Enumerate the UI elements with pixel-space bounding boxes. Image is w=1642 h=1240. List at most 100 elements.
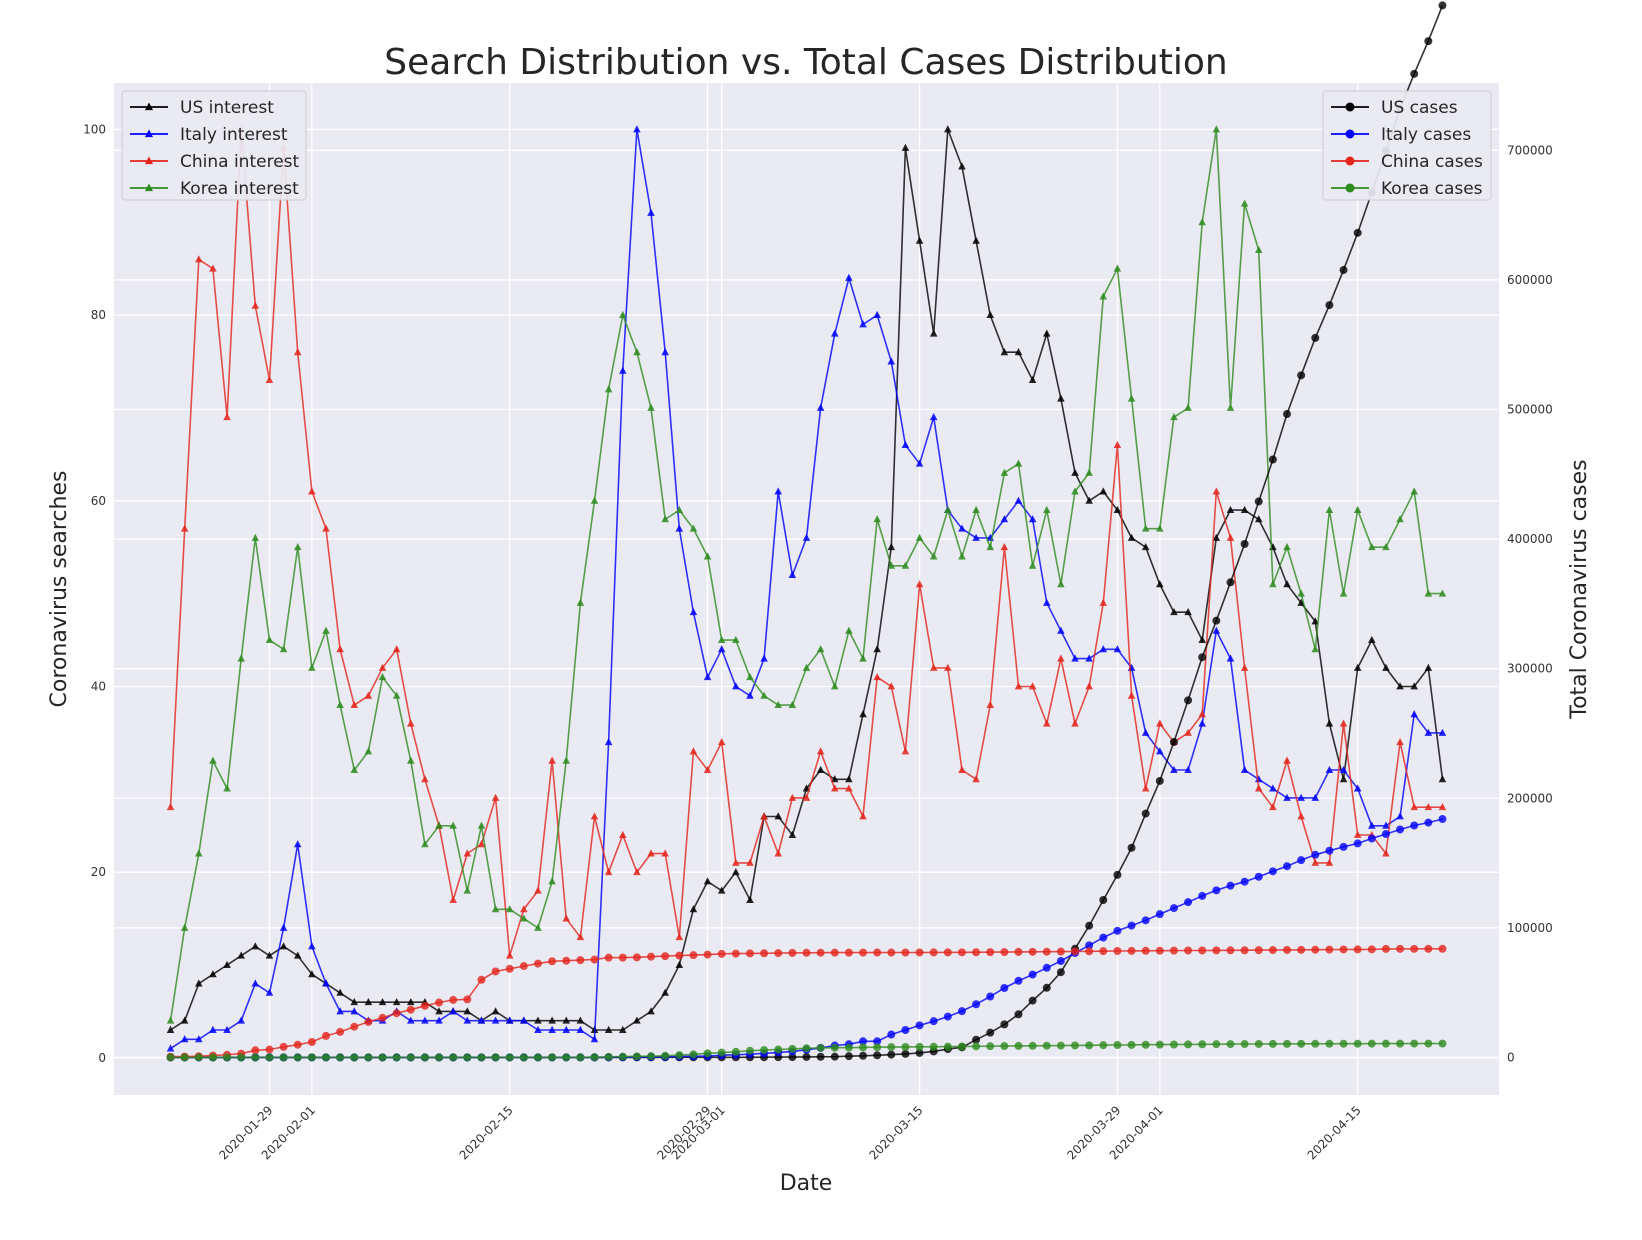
korea-cases-point xyxy=(1226,1040,1235,1049)
korea-cases-point xyxy=(364,1053,373,1062)
legend-item-us-cases: US cases xyxy=(1331,98,1458,118)
italy-interest-point xyxy=(703,673,712,681)
us-cases-point xyxy=(1000,1020,1009,1029)
china-interest-point xyxy=(322,524,330,532)
us-interest-point xyxy=(392,997,401,1006)
china-interest-point xyxy=(703,765,712,773)
korea-cases-point xyxy=(943,1042,952,1051)
china-cases-point xyxy=(279,1042,288,1051)
us-interest-point xyxy=(1325,719,1334,727)
us-interest-point xyxy=(166,1025,175,1033)
korea-interest-point xyxy=(1410,487,1418,495)
italy-interest-point xyxy=(1240,765,1249,773)
korea-interest-point xyxy=(322,626,330,634)
us-interest-point xyxy=(251,942,260,950)
korea-interest-point xyxy=(1339,589,1348,597)
china-cases-point xyxy=(378,1013,387,1022)
italy-interest-point xyxy=(237,1016,245,1024)
china-cases-point xyxy=(689,951,698,960)
us-interest-point xyxy=(1000,348,1009,356)
korea-cases-point xyxy=(491,1053,500,1062)
korea-cases-point xyxy=(576,1053,585,1062)
italy-interest-point xyxy=(1028,515,1037,523)
italy-interest-point xyxy=(1226,654,1235,662)
china-cases-point xyxy=(562,956,571,965)
korea-interest-point xyxy=(788,700,797,708)
italy-interest-point xyxy=(1198,719,1206,727)
korea-interest-point xyxy=(195,849,203,857)
china-interest-point xyxy=(1099,598,1108,606)
korea-interest-point xyxy=(364,747,373,755)
korea-cases-point xyxy=(632,1052,641,1061)
china-cases-point xyxy=(1198,946,1207,955)
us-interest-point xyxy=(1353,663,1362,671)
china-cases-point xyxy=(647,952,656,961)
us-interest-point xyxy=(180,1016,189,1024)
korea-interest-point xyxy=(392,691,401,699)
korea-interest-point xyxy=(336,700,344,708)
china-interest-point xyxy=(1071,719,1079,727)
korea-cases-point xyxy=(816,1043,825,1052)
italy-cases-point xyxy=(901,1026,910,1035)
italy-cases-point xyxy=(1268,867,1277,876)
us-cases-point xyxy=(1268,455,1277,464)
china-cases-point xyxy=(632,953,641,962)
italy-interest-point xyxy=(1170,765,1178,773)
china-interest-point xyxy=(1127,691,1136,699)
italy-cases-point xyxy=(1184,898,1193,907)
korea-interest-point xyxy=(830,682,839,690)
china-cases-point xyxy=(576,956,585,965)
korea-interest-point xyxy=(1283,543,1291,551)
italy-interest-point xyxy=(915,459,924,467)
italy-cases-point xyxy=(1113,926,1122,935)
korea-interest-point xyxy=(1198,218,1206,226)
italy-interest-point xyxy=(534,1025,542,1033)
korea-interest-point xyxy=(802,663,811,671)
us-interest-point xyxy=(1113,505,1122,514)
korea-interest-point xyxy=(944,505,952,514)
china-interest-point xyxy=(1410,802,1418,811)
china-interest-point xyxy=(1297,812,1305,820)
italy-interest-point xyxy=(760,654,768,662)
china-cases-point xyxy=(1141,946,1150,955)
korea-interest-point xyxy=(1000,468,1009,476)
us-interest-point xyxy=(675,960,684,968)
korea-interest-point xyxy=(618,310,627,319)
korea-interest-point xyxy=(562,756,571,764)
korea-cases-point xyxy=(336,1053,345,1062)
italy-interest-point xyxy=(166,1044,175,1052)
china-interest-point xyxy=(647,849,655,857)
us-cases-point xyxy=(1226,578,1235,587)
korea-interest-point xyxy=(901,561,910,569)
us-interest-point xyxy=(633,1016,641,1024)
korea-interest-point xyxy=(1396,515,1404,523)
china-interest-point xyxy=(1438,802,1447,811)
italy-cases-point xyxy=(1297,856,1306,865)
korea-cases-point xyxy=(1198,1040,1207,1049)
italy-interest-point xyxy=(1353,784,1362,792)
korea-cases-point xyxy=(1099,1041,1108,1050)
korea-cases-point xyxy=(1396,1039,1405,1048)
us-interest-point xyxy=(689,905,698,913)
italy-interest-point xyxy=(1254,775,1263,783)
us-cases-point xyxy=(802,1052,811,1061)
china-cases-point xyxy=(590,955,599,964)
korea-cases-point xyxy=(1424,1039,1433,1048)
korea-interest-point xyxy=(1226,403,1235,411)
china-cases-point xyxy=(802,948,811,957)
china-cases-point xyxy=(915,948,924,957)
korea-cases-point xyxy=(830,1043,839,1052)
italy-interest-point xyxy=(661,348,669,356)
italy-interest-point xyxy=(350,1007,359,1015)
china-cases-point xyxy=(1367,945,1376,954)
x-tick-label: 2020-03-15 xyxy=(866,1103,925,1162)
china-interest-point xyxy=(788,793,797,801)
italy-interest-point xyxy=(463,1016,472,1024)
us-interest-point xyxy=(717,886,726,894)
china-cases-point xyxy=(1311,945,1320,954)
china-cases-point xyxy=(1240,946,1249,955)
korea-interest-point xyxy=(279,645,288,653)
korea-cases-point xyxy=(915,1042,924,1051)
korea-interest-point xyxy=(576,598,585,606)
korea-cases-point xyxy=(435,1053,444,1062)
